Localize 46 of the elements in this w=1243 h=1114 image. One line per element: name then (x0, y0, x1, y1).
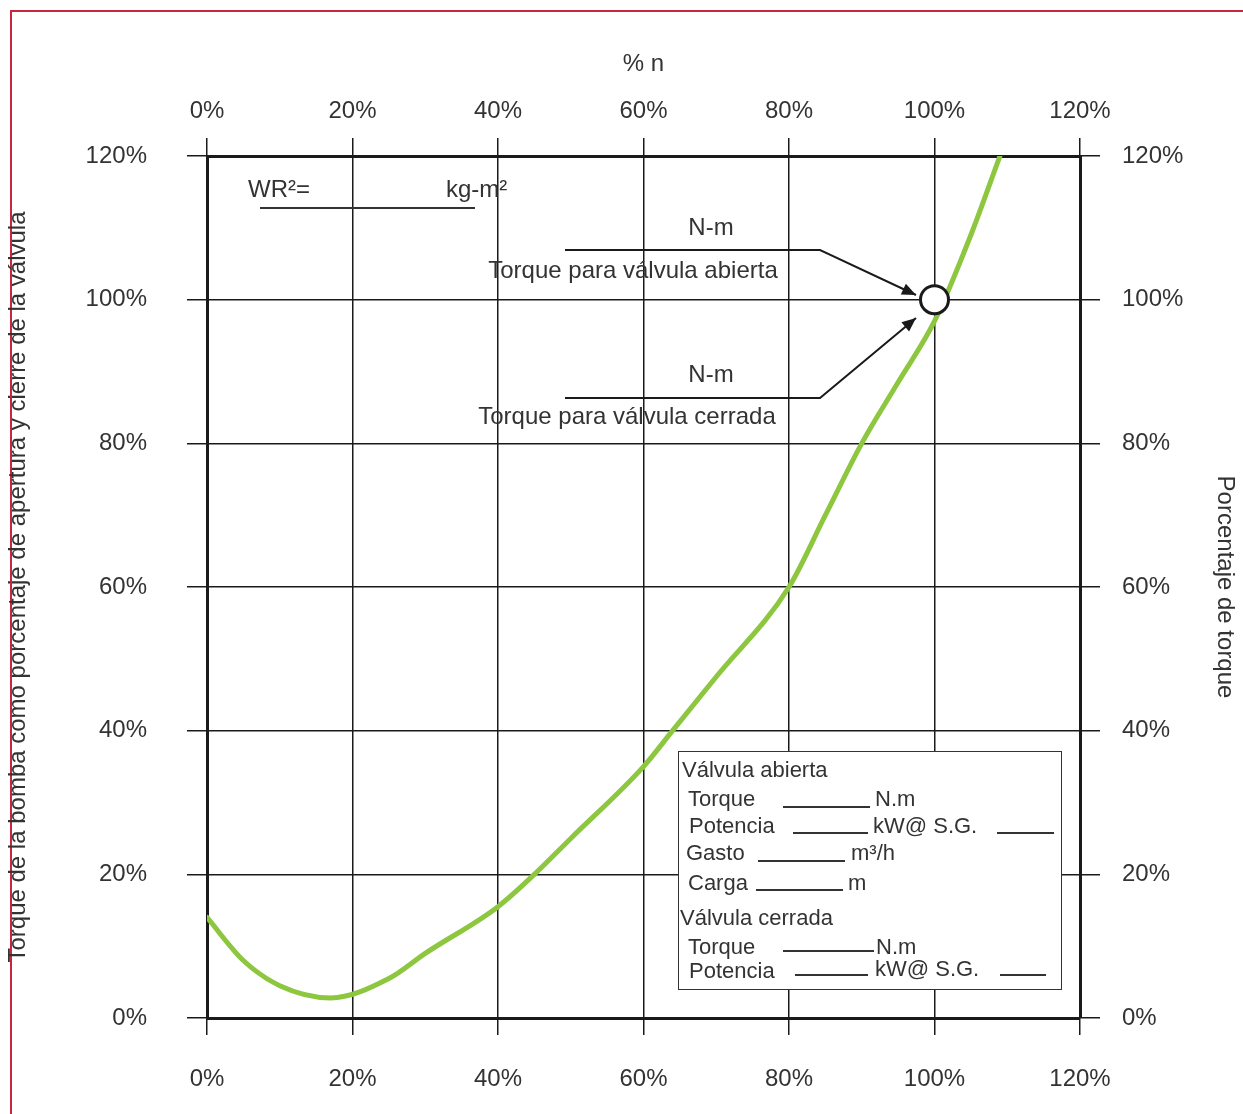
x2-tick-label: 80% (764, 1064, 814, 1092)
y2-tick-label: 0% (1122, 1002, 1157, 1030)
annotation: Potencia (689, 958, 775, 985)
y-tick-label: 120% (85, 140, 147, 168)
y-tick-label: 20% (98, 858, 147, 886)
y2-axis-title: Porcentaje de torque (1212, 475, 1240, 699)
x-tick-label: 20% (328, 96, 377, 124)
y-tick-label: 100% (85, 284, 147, 312)
annotation: Carga (688, 869, 748, 897)
x2-tick-label: 60% (619, 1064, 668, 1092)
y2-tick-label: 100% (1122, 284, 1184, 312)
annotation: m (848, 869, 867, 897)
y2-tick-label: 40% (1122, 715, 1171, 743)
x2-axis-title: % n (622, 49, 665, 77)
annotation: Válvula abierta (682, 756, 828, 784)
annotation: kW@ S.G. (873, 812, 978, 840)
x-tick-label: 0% (189, 96, 225, 124)
x2-tick-label: 20% (328, 1064, 377, 1092)
x-tick-label: 60% (619, 96, 668, 124)
y-tick-label: 0% (112, 1002, 147, 1030)
y-tick-label: 40% (98, 715, 147, 743)
y-tick-label: 60% (98, 571, 147, 599)
x2-tick-label: 40% (473, 1064, 523, 1092)
x-tick-label: 100% (903, 96, 966, 124)
annotation: Potencia (689, 812, 775, 840)
y-axis-title: Torque de la bomba como porcentaje de apertura y cierre de la válvula (3, 210, 31, 963)
annotation: N.m (875, 785, 916, 813)
y-tick-label: 80% (98, 427, 147, 455)
annotation: Gasto (686, 839, 745, 867)
x-tick-label: 120% (1049, 96, 1111, 124)
x-tick-label: 80% (764, 96, 814, 124)
y2-tick-label: 20% (1122, 858, 1171, 886)
x2-tick-label: 100% (903, 1064, 966, 1092)
x-tick-label: 40% (473, 96, 523, 124)
x2-tick-label: 0% (189, 1064, 225, 1092)
annotation: Torque (688, 785, 756, 813)
annotation: Válvula cerrada (680, 904, 833, 932)
y2-tick-label: 60% (1122, 571, 1171, 599)
annotation: WR²= (248, 175, 310, 203)
x2-tick-label: 120% (1049, 1064, 1111, 1092)
annotation: N-m (688, 360, 734, 388)
annotation: N-m (688, 213, 734, 241)
y2-tick-label: 80% (1122, 427, 1171, 455)
annotation: Torque (688, 933, 756, 961)
annotation: m³/h (851, 839, 895, 867)
y2-tick-label: 120% (1122, 140, 1184, 168)
